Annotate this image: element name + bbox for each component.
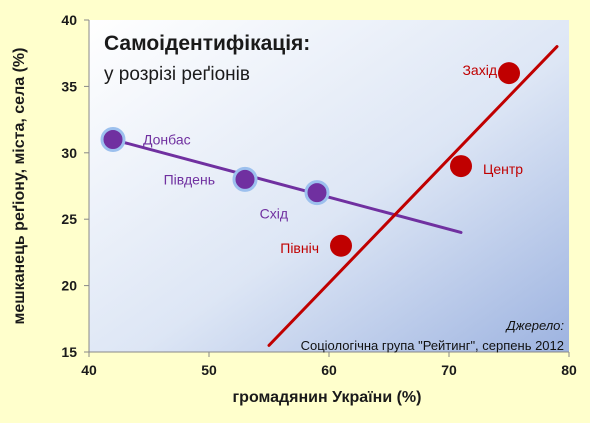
y-tick-label: 25 <box>61 211 77 227</box>
trendlines <box>111 45 559 347</box>
y-tick-label: 15 <box>61 344 77 360</box>
point-label: Центр <box>483 161 523 177</box>
data-point <box>100 127 126 153</box>
point-label: Захід <box>462 62 497 78</box>
trendline <box>267 45 559 347</box>
axis-ticks: 40 50 60 70 80 15 20 25 30 35 40 <box>61 12 577 378</box>
x-axis-label: громадянин України (%) <box>233 389 422 406</box>
x-tick-label: 70 <box>441 362 457 378</box>
source-label: Джерело: <box>504 318 564 333</box>
point-label: Південь <box>164 171 215 187</box>
data-points <box>100 62 520 257</box>
data-point <box>330 234 352 257</box>
y-tick-label: 30 <box>61 145 77 161</box>
point-labels: Донбас Південь Схід Захід Центр Північ <box>143 62 523 256</box>
y-tick-label: 35 <box>61 78 77 94</box>
trendline <box>111 138 463 234</box>
source-text: Соціологічна група "Рейтинг", серпень 20… <box>301 338 564 353</box>
x-tick-label: 40 <box>81 362 97 378</box>
x-tick-label: 80 <box>561 362 577 378</box>
data-point <box>450 155 472 178</box>
point-label: Схід <box>260 206 288 222</box>
y-axis-label: мешканець реґіону, міста, села (%) <box>11 48 28 325</box>
x-tick-label: 60 <box>321 362 337 378</box>
data-point <box>304 180 330 206</box>
point-label: Донбас <box>143 132 191 148</box>
point-label: Північ <box>280 240 319 256</box>
data-point <box>498 62 520 85</box>
data-point <box>232 166 258 192</box>
chart-title: Самоідентифікація: <box>104 32 310 55</box>
y-tick-label: 40 <box>61 12 77 28</box>
y-tick-label: 20 <box>61 278 77 294</box>
chart-subtitle: у розрізі реґіонів <box>104 64 250 85</box>
plot-area <box>89 20 569 352</box>
x-tick-label: 50 <box>201 362 217 378</box>
